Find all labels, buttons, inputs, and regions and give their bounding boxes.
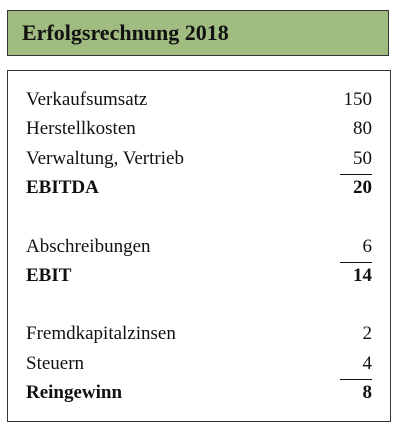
item-label: Abschreibungen <box>26 235 151 257</box>
item-value: 2 <box>362 323 373 345</box>
sum-rule <box>340 173 372 175</box>
total-label: Reingewinn <box>26 382 123 403</box>
header: Erfolgsrechnung 2018 <box>7 10 389 56</box>
item-label: Fremdkapitalzinsen <box>26 323 176 345</box>
total-value: 20 <box>353 176 372 198</box>
item-label: Verwaltung, Vertrieb <box>26 147 184 169</box>
item-value: 150 <box>343 89 373 110</box>
item-label: Verkaufsumsatz <box>26 89 148 110</box>
sum-rule <box>340 261 372 263</box>
total-label: EBITDA <box>26 176 99 198</box>
total-value: 8 <box>362 382 373 403</box>
item-label: Herstellkosten <box>26 118 136 140</box>
total-value: 14 <box>353 264 372 286</box>
statement-box <box>7 70 391 422</box>
item-value: 4 <box>362 352 373 374</box>
sum-rule <box>340 379 372 380</box>
total-label: EBIT <box>26 264 72 286</box>
item-value: 80 <box>353 118 372 140</box>
item-value: 50 <box>353 147 372 169</box>
item-label: Steuern <box>26 352 85 374</box>
item-value: 6 <box>362 235 373 257</box>
title: Erfolgsrechnung 2018 <box>22 20 229 45</box>
